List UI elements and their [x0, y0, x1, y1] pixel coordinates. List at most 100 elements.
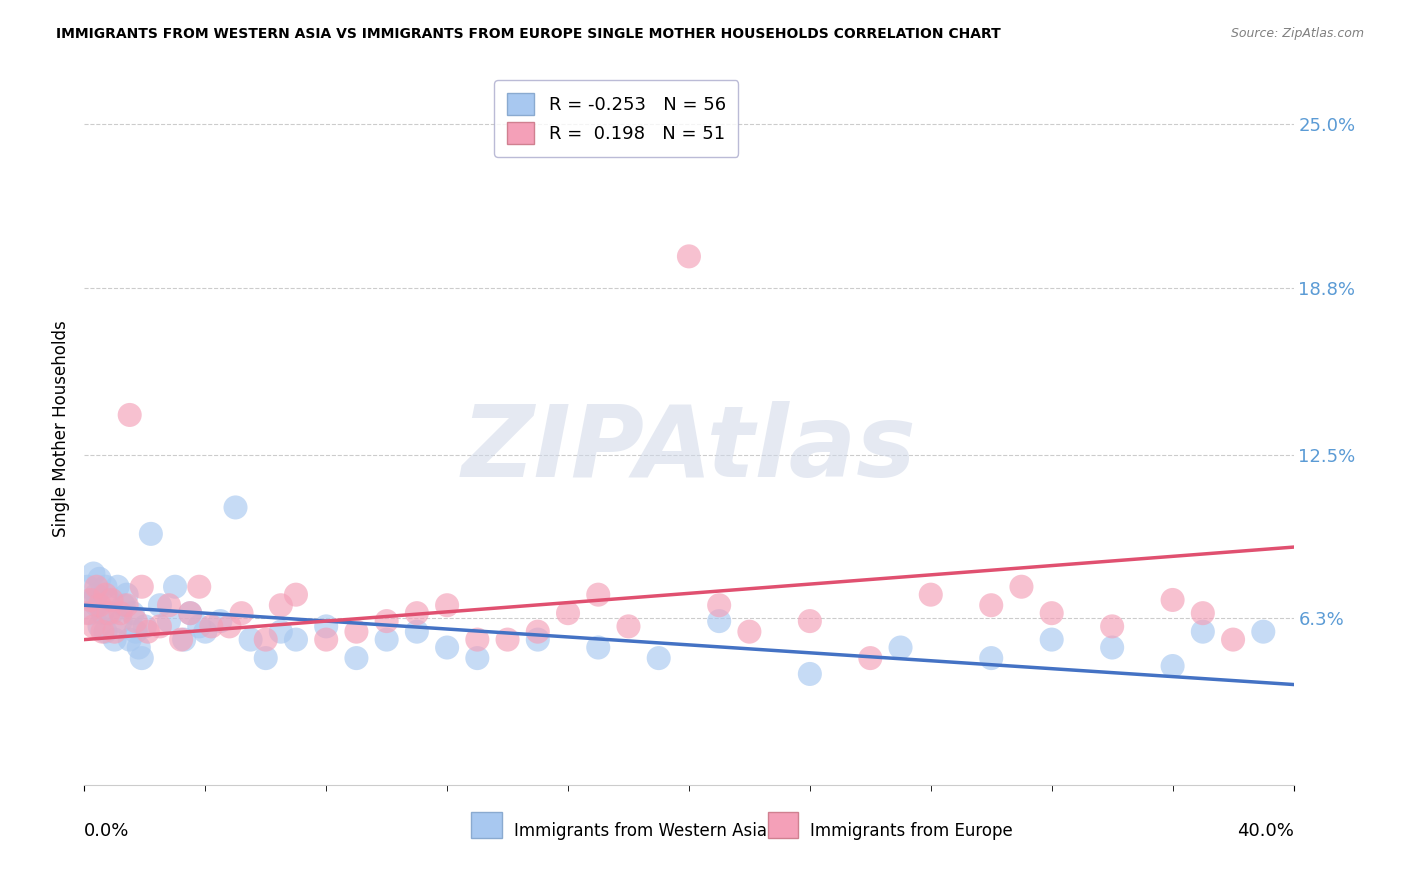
Point [79, 606, 101, 620]
Point [436, 599, 458, 613]
Point [89, 619, 111, 633]
Point [1161, 659, 1184, 673]
Point [285, 632, 308, 647]
Text: 40.0%: 40.0% [1237, 822, 1294, 840]
Point [980, 599, 1002, 613]
Point [104, 624, 127, 639]
Point [157, 614, 180, 628]
Point [799, 614, 821, 628]
Point [1192, 606, 1215, 620]
Point [436, 640, 458, 655]
Point [115, 599, 138, 613]
Point [121, 606, 143, 620]
Point [375, 614, 398, 628]
Point [179, 606, 201, 620]
Point [1011, 580, 1033, 594]
Point [173, 632, 195, 647]
Point [91, 606, 114, 620]
Point [82, 619, 104, 633]
Point [980, 651, 1002, 665]
Point [149, 599, 172, 613]
Text: Source: ZipAtlas.com: Source: ZipAtlas.com [1230, 27, 1364, 40]
Point [100, 593, 122, 607]
Point [920, 588, 942, 602]
Point [118, 408, 141, 422]
Text: Immigrants from Western Asia: Immigrants from Western Asia [513, 822, 766, 840]
Point [170, 632, 193, 647]
Point [254, 651, 277, 665]
Point [709, 614, 731, 628]
Point [97, 593, 120, 607]
Point [406, 606, 429, 620]
Point [89, 572, 111, 586]
Point [82, 566, 104, 581]
Point [94, 624, 117, 639]
Y-axis label: Single Mother Households: Single Mother Households [52, 320, 70, 536]
Point [375, 632, 398, 647]
Point [139, 527, 162, 541]
Point [890, 640, 912, 655]
Point [239, 632, 262, 647]
Point [496, 632, 519, 647]
Point [91, 624, 114, 639]
Text: Immigrants from Europe: Immigrants from Europe [810, 822, 1012, 840]
Point [165, 580, 187, 594]
Point [270, 599, 292, 613]
Point [110, 606, 132, 620]
Point [76, 606, 98, 620]
Point [131, 580, 153, 594]
Point [285, 588, 308, 602]
Point [709, 599, 731, 613]
Point [678, 249, 700, 263]
Point [799, 667, 821, 681]
Point [346, 651, 368, 665]
Point [94, 580, 117, 594]
Text: ZIPAtlas: ZIPAtlas [461, 401, 917, 498]
Point [527, 632, 550, 647]
Point [110, 614, 132, 628]
Point [1222, 632, 1244, 647]
Point [200, 619, 222, 633]
Point [648, 651, 671, 665]
Text: IMMIGRANTS FROM WESTERN ASIA VS IMMIGRANTS FROM EUROPE SINGLE MOTHER HOUSEHOLDS : IMMIGRANTS FROM WESTERN ASIA VS IMMIGRAN… [56, 27, 1001, 41]
Point [1040, 606, 1063, 620]
Point [225, 500, 247, 515]
Point [1161, 593, 1184, 607]
Point [617, 619, 640, 633]
Point [118, 632, 141, 647]
Point [89, 599, 111, 613]
Point [115, 588, 138, 602]
Point [315, 632, 337, 647]
Point [1101, 619, 1123, 633]
Point [557, 606, 579, 620]
Point [188, 580, 211, 594]
Point [112, 599, 135, 613]
Point [209, 614, 232, 628]
Point [134, 619, 156, 633]
Point [254, 632, 277, 647]
Point [79, 593, 101, 607]
Point [125, 614, 148, 628]
Point [467, 651, 489, 665]
Point [76, 580, 98, 594]
Point [1101, 640, 1123, 655]
Point [588, 640, 610, 655]
Point [131, 651, 153, 665]
Point [270, 624, 292, 639]
Point [1192, 624, 1215, 639]
Point [346, 624, 368, 639]
Point [179, 606, 201, 620]
Point [157, 599, 180, 613]
Point [859, 651, 882, 665]
Text: 0.0%: 0.0% [84, 822, 129, 840]
Point [125, 624, 148, 639]
Point [1040, 632, 1063, 647]
Point [94, 588, 117, 602]
Point [100, 606, 122, 620]
Point [527, 624, 550, 639]
Point [149, 619, 172, 633]
Point [194, 624, 217, 639]
Legend: R = -0.253   N = 56, R =  0.198   N = 51: R = -0.253 N = 56, R = 0.198 N = 51 [495, 80, 738, 157]
Point [231, 606, 253, 620]
Point [86, 599, 108, 613]
